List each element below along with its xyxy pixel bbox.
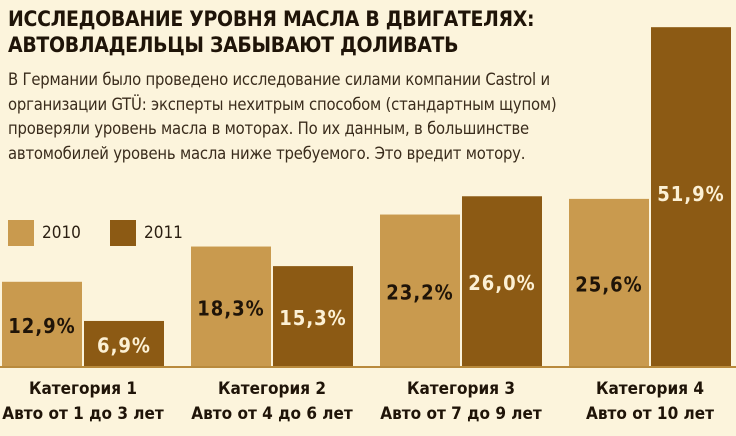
chart-description: В Германии было проведено исследование с… (8, 70, 557, 163)
category-label-2-line-1: Категория 2 (218, 379, 326, 399)
legend-item-2010: 2010 (8, 220, 81, 246)
bar-2011-category-3 (462, 196, 542, 366)
legend-label-2011: 2011 (144, 223, 183, 243)
bar-2011-category-2 (273, 266, 353, 366)
chart-title: ИССЛЕДОВАНИЕ УРОВНЯ МАСЛА В ДВИГАТЕЛЯХ: … (8, 6, 728, 58)
data-label-2011-category-4: 51,9% (657, 182, 724, 206)
legend-swatch-2011 (110, 220, 136, 246)
baseline (0, 366, 736, 368)
data-label-2011-category-3: 26,0% (468, 271, 535, 295)
data-label-2011-category-2: 15,3% (279, 306, 346, 330)
data-label-2010-category-3: 23,2% (386, 280, 453, 304)
category-label-3-line-2: Авто от 7 до 9 лет (380, 404, 542, 424)
category-label-1-line-2: Авто от 1 до 3 лет (2, 404, 164, 424)
chart-title-line-1: ИССЛЕДОВАНИЕ УРОВНЯ МАСЛА В ДВИГАТЕЛЯХ: (8, 7, 535, 31)
data-label-2010-category-2: 18,3% (197, 296, 264, 320)
data-label-2011-category-1: 6,9% (97, 333, 151, 357)
category-label-4-line-1: Категория 4 (596, 379, 704, 399)
legend-label-2010: 2010 (42, 223, 81, 243)
bar-2010-category-1 (2, 281, 82, 366)
category-label-3-line-1: Категория 3 (407, 379, 515, 399)
bar-2010-category-2 (191, 246, 271, 366)
bar-2011-category-1 (84, 320, 164, 366)
data-label-2010-category-4: 25,6% (575, 272, 642, 296)
legend-swatch-2010 (8, 220, 34, 246)
category-label-1-line-1: Категория 1 (29, 379, 137, 399)
bar-2011-category-4 (651, 27, 731, 367)
data-label-2010-category-1: 12,9% (8, 314, 75, 338)
category-label-4-line-2: Авто от 10 лет (586, 404, 714, 424)
legend-item-2011: 2011 (110, 220, 183, 246)
bar-2010-category-3 (380, 214, 460, 366)
category-label-2-line-2: Авто от 4 до 6 лет (191, 404, 353, 424)
chart-title-line-2: АВТОВЛАДЕЛЬЦЫ ЗАБЫВАЮТ ДОЛИВАТЬ (8, 33, 459, 57)
bar-2010-category-4 (569, 198, 649, 366)
